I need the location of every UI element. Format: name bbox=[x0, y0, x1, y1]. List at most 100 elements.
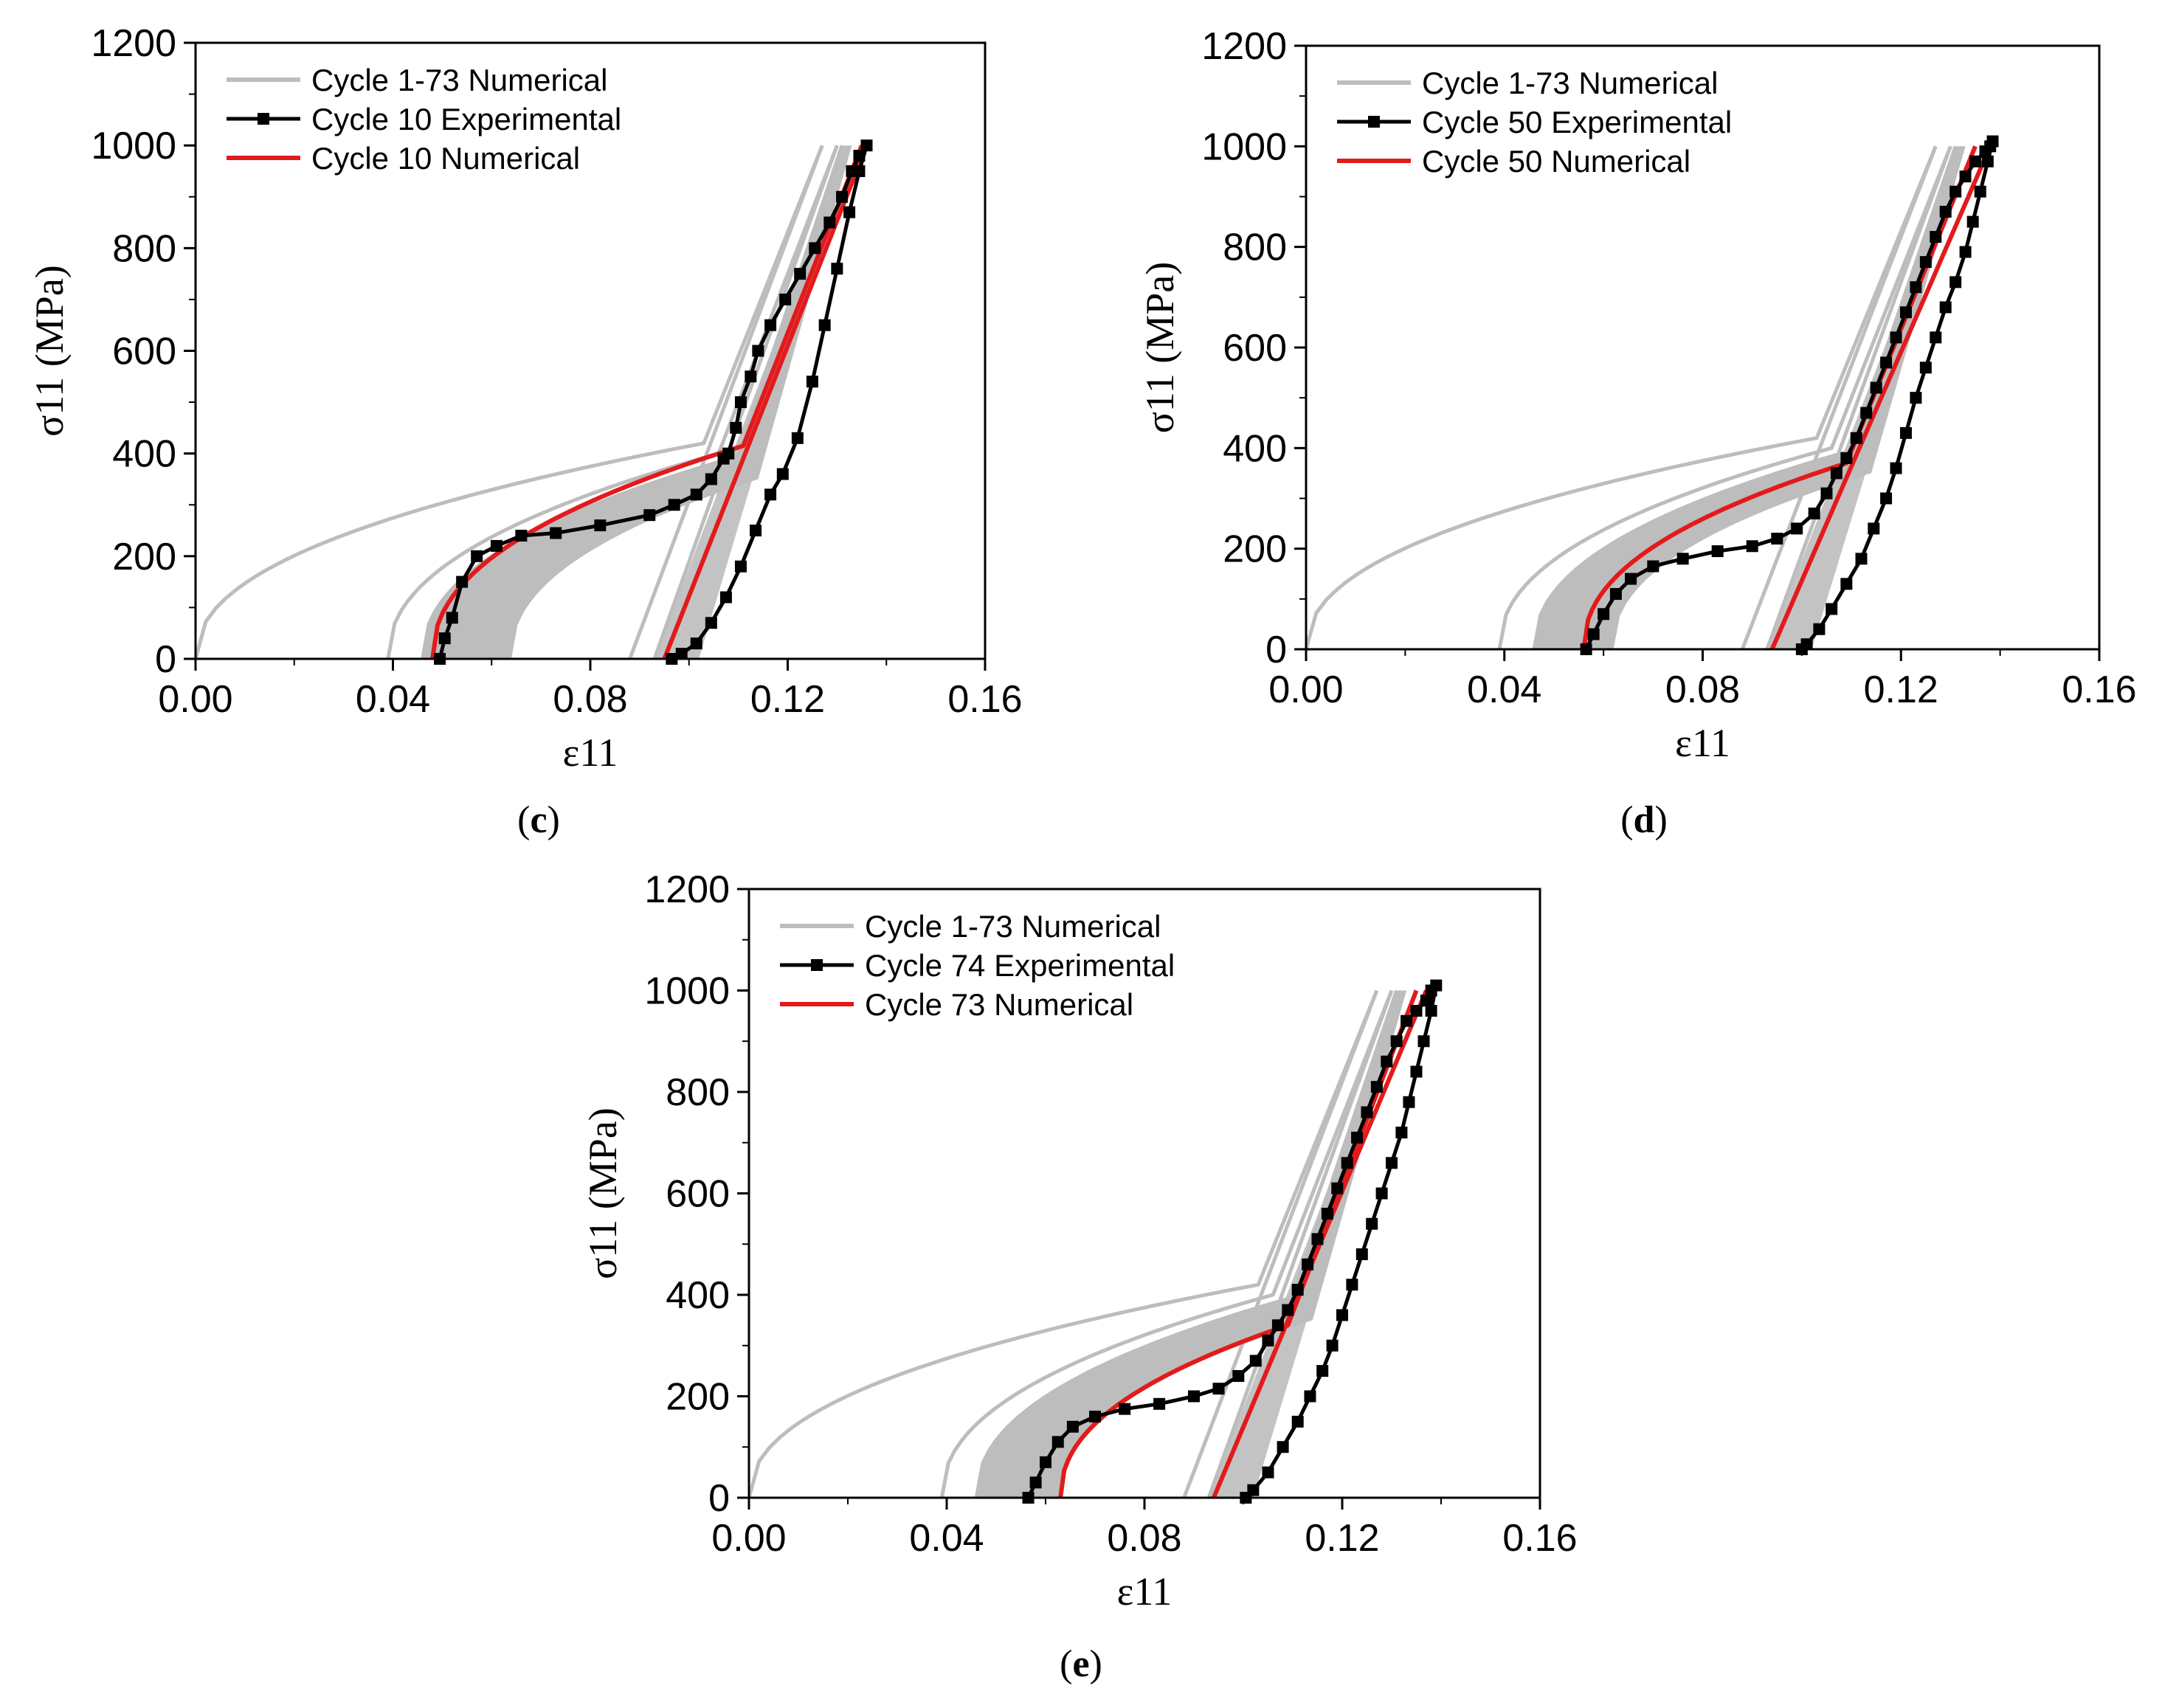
experimental-point bbox=[1381, 1055, 1393, 1068]
experimental-point bbox=[1029, 1476, 1042, 1489]
experimental-point bbox=[1390, 1035, 1403, 1048]
numerical-band-unloading bbox=[1209, 990, 1407, 1498]
legend-label: Cycle 1-73 Numerical bbox=[1422, 66, 1718, 100]
legend-label: Cycle 10 Numerical bbox=[311, 141, 580, 176]
experimental-point bbox=[1840, 452, 1853, 464]
experimental-point bbox=[764, 319, 777, 331]
experimental-point bbox=[1598, 608, 1610, 620]
experimental-point bbox=[1939, 301, 1952, 314]
experimental-point bbox=[705, 617, 717, 629]
x-tick-label: 0.00 bbox=[158, 678, 232, 721]
experimental-point bbox=[734, 560, 747, 573]
experimental-point bbox=[1930, 331, 1942, 344]
experimental-point bbox=[1969, 155, 1982, 167]
experimental-point bbox=[1771, 533, 1783, 545]
x-tick-label: 0.12 bbox=[1305, 1517, 1379, 1560]
y-tick-label: 1000 bbox=[1201, 125, 1287, 168]
numerical-curve-2 bbox=[386, 145, 839, 659]
experimental-point bbox=[818, 319, 831, 331]
experimental-point bbox=[734, 396, 747, 409]
experimental-point bbox=[1351, 1131, 1364, 1144]
x-axis-title: ε11 bbox=[1117, 1569, 1172, 1614]
experimental-point bbox=[823, 216, 836, 229]
numerical-curve-1 bbox=[196, 145, 824, 659]
y-axis-title: σ11 (MPa) bbox=[1138, 262, 1182, 434]
experimental-point bbox=[1188, 1390, 1200, 1403]
experimental-point bbox=[1647, 560, 1660, 573]
experimental-point bbox=[1386, 1157, 1398, 1169]
experimental-point bbox=[1860, 407, 1873, 419]
y-tick-label: 0 bbox=[1265, 629, 1287, 671]
panel-caption: (c) bbox=[517, 799, 560, 841]
experimental-point bbox=[1119, 1403, 1131, 1415]
experimental-point bbox=[471, 550, 483, 562]
y-tick-label: 800 bbox=[1223, 227, 1287, 269]
experimental-point bbox=[1746, 540, 1758, 553]
y-tick-label: 1200 bbox=[644, 868, 730, 911]
experimental-point bbox=[1820, 487, 1833, 499]
x-tick-label: 0.00 bbox=[711, 1517, 786, 1560]
experimental-point bbox=[1291, 1284, 1304, 1296]
x-tick-label: 0.08 bbox=[553, 678, 627, 721]
y-tick-label: 200 bbox=[1223, 528, 1287, 571]
experimental-point bbox=[456, 575, 469, 588]
legend-marker bbox=[258, 113, 269, 125]
numerical-band-loading bbox=[422, 145, 852, 659]
numerical-band-unloading bbox=[654, 145, 852, 659]
experimental-point bbox=[1791, 522, 1803, 535]
experimental-point bbox=[1425, 1005, 1437, 1017]
experimental-point bbox=[490, 539, 502, 552]
experimental-point bbox=[1051, 1436, 1064, 1448]
experimental-point bbox=[1316, 1365, 1329, 1377]
experimental-point bbox=[1066, 1420, 1079, 1433]
experimental-point bbox=[1808, 507, 1820, 519]
y-tick-label: 600 bbox=[666, 1173, 730, 1216]
experimental-point bbox=[705, 473, 717, 485]
experimental-point bbox=[1291, 1415, 1304, 1428]
experimental-point bbox=[1939, 205, 1952, 218]
numerical-curve-2 bbox=[939, 989, 1394, 1498]
experimental-point bbox=[1919, 256, 1932, 269]
y-tick-label: 600 bbox=[112, 331, 176, 373]
experimental-point bbox=[1311, 1233, 1324, 1245]
experimental-point bbox=[836, 190, 849, 203]
experimental-point bbox=[643, 509, 656, 522]
experimental-point bbox=[853, 165, 866, 177]
experimental-point bbox=[1625, 573, 1637, 585]
experimental-point bbox=[853, 150, 866, 162]
experimental-point bbox=[1890, 331, 1902, 344]
numerical-unloading-2 bbox=[1206, 989, 1394, 1498]
experimental-point bbox=[1326, 1339, 1339, 1352]
experimental-point bbox=[594, 519, 607, 532]
numerical-unloading-1 bbox=[1740, 145, 1938, 649]
experimental-point bbox=[1321, 1208, 1333, 1220]
experimental-point bbox=[1711, 545, 1724, 558]
y-tick-label: 1200 bbox=[91, 22, 176, 65]
experimental-point bbox=[1277, 1441, 1289, 1453]
x-tick-label: 0.04 bbox=[356, 678, 430, 721]
experimental-point bbox=[1089, 1411, 1101, 1422]
y-tick-label: 1200 bbox=[1201, 25, 1287, 68]
experimental-point bbox=[1986, 135, 1999, 148]
y-tick-label: 800 bbox=[666, 1071, 730, 1114]
experimental-point bbox=[1930, 231, 1942, 243]
experimental-point bbox=[1331, 1182, 1344, 1194]
experimental-point bbox=[1587, 628, 1600, 640]
experimental-point bbox=[1403, 1096, 1415, 1108]
experimental-point bbox=[1212, 1383, 1225, 1395]
experimental-point bbox=[1361, 1106, 1373, 1119]
experimental-point bbox=[1336, 1309, 1348, 1321]
experimental-point bbox=[1370, 1081, 1383, 1093]
numerical-curve-1 bbox=[749, 989, 1379, 1498]
x-tick-label: 0.16 bbox=[1502, 1517, 1577, 1560]
numerical-unloading-2 bbox=[1765, 145, 1952, 649]
numerical-band-unloading bbox=[1766, 146, 1966, 649]
legend-label: Cycle 74 Experimental bbox=[865, 948, 1175, 983]
experimental-point bbox=[550, 527, 562, 539]
numerical-band-loading bbox=[1534, 146, 1966, 649]
experimental-point bbox=[515, 530, 528, 542]
y-tick-label: 400 bbox=[1223, 427, 1287, 470]
experimental-point bbox=[1304, 1390, 1316, 1403]
experimental-point bbox=[690, 488, 702, 501]
